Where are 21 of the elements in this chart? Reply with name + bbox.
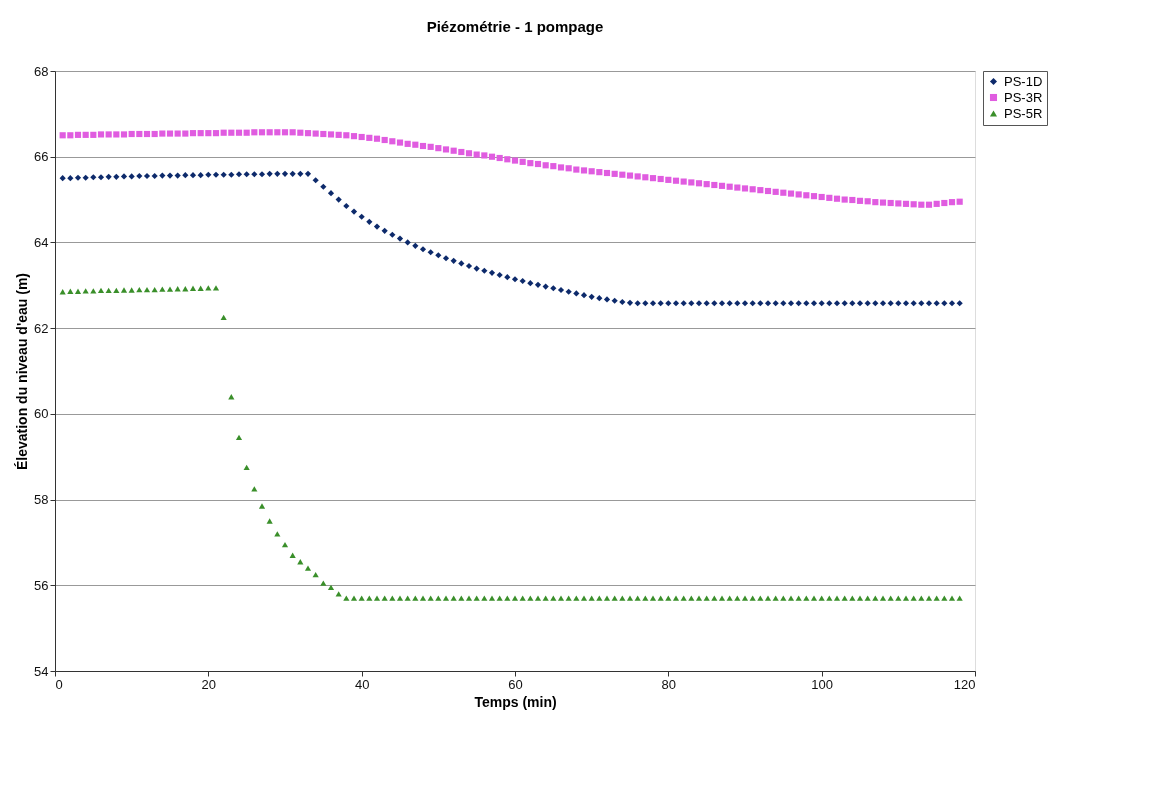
y-tick-label: 56 — [34, 577, 49, 593]
x-tick-label: 80 — [661, 676, 677, 692]
x-tick-label: 60 — [508, 676, 523, 692]
x-tick-label: 0 — [55, 676, 63, 692]
y-tick-label: 66 — [34, 149, 49, 165]
x-tick-label: 100 — [811, 676, 834, 692]
y-tick-label: 62 — [34, 320, 49, 336]
x-tick-label: 40 — [354, 676, 370, 692]
y-tick-label: 58 — [34, 492, 49, 508]
y-tick-label: 68 — [34, 63, 49, 79]
y-tick-label: 60 — [34, 406, 49, 422]
x-axis-title: Temps (min) — [474, 693, 557, 710]
legend-label: PS-1D — [1004, 73, 1043, 89]
x-tick-label: 120 — [953, 676, 976, 692]
x-tick-label: 20 — [201, 676, 217, 692]
y-axis-title: Élevation du niveau d'eau (m) — [14, 272, 31, 471]
y-tick-label: 64 — [34, 234, 49, 250]
y-tick-label: 54 — [34, 663, 49, 679]
legend-label: PS-5R — [1004, 105, 1043, 121]
legend-label: PS-3R — [1004, 89, 1043, 105]
chart-title: Piézométrie - 1 pompage — [426, 18, 604, 35]
